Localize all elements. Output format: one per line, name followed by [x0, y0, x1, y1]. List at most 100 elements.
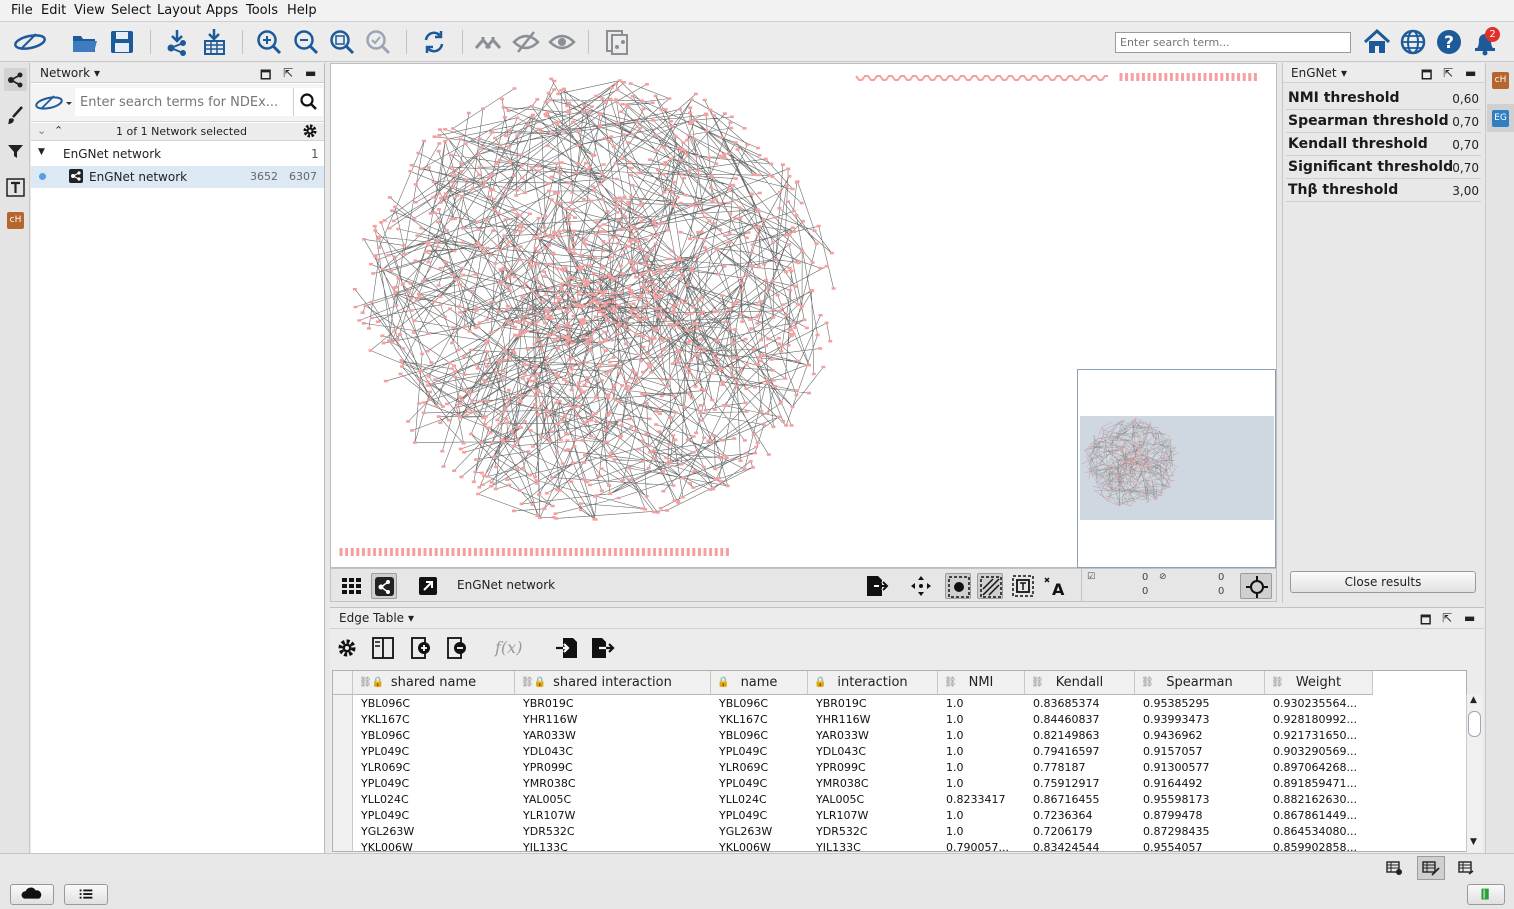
table-cell[interactable]: YPL049C: [361, 809, 410, 822]
table-cell[interactable]: YBR019C: [816, 697, 867, 710]
zoom-selected-icon[interactable]: [364, 28, 392, 56]
zoom-in-icon[interactable]: [255, 28, 283, 56]
help-icon[interactable]: ?: [1435, 28, 1463, 56]
table-cell[interactable]: 0.9157057: [1143, 745, 1203, 758]
task-list-button[interactable]: [64, 884, 108, 905]
table-cell[interactable]: 0.9164492: [1143, 777, 1203, 790]
search-input[interactable]: [1115, 32, 1351, 53]
minimize-icon[interactable]: ▬: [305, 66, 317, 80]
table-cell[interactable]: 1.0: [946, 729, 964, 742]
annotation-selection-icon[interactable]: [1010, 573, 1036, 599]
birds-eye-view[interactable]: [1077, 369, 1276, 568]
edge-selection-icon[interactable]: [977, 573, 1003, 599]
expand-all-icon[interactable]: ⌄: [37, 124, 47, 137]
table-cell[interactable]: YLL024C: [361, 793, 409, 806]
table-cell[interactable]: 0.83685374: [1033, 697, 1100, 710]
scroll-up-icon[interactable]: ▲: [1470, 695, 1477, 705]
menu-edit[interactable]: Edit: [41, 3, 67, 18]
table-cell[interactable]: 0.75912917: [1033, 777, 1100, 790]
table-cell[interactable]: YMR038C: [816, 777, 869, 790]
table-cell[interactable]: YDR532C: [523, 825, 575, 838]
menu-tools[interactable]: Tools: [246, 3, 279, 18]
maximize-icon[interactable]: 🗖: [1420, 613, 1432, 627]
table-cell[interactable]: 1.0: [946, 745, 964, 758]
collapse-all-icon[interactable]: ⌃: [54, 124, 64, 137]
open-session-icon[interactable]: [70, 28, 98, 56]
table-cell[interactable]: 1.0: [946, 697, 964, 710]
scroll-thumb[interactable]: [1468, 711, 1481, 737]
table-cell[interactable]: YDL043C: [816, 745, 866, 758]
pan-move-icon[interactable]: [908, 573, 934, 599]
detach-view-icon[interactable]: [415, 573, 441, 599]
table-cell[interactable]: YLR107W: [523, 809, 576, 822]
table-cell[interactable]: 0.930235564...: [1273, 697, 1357, 710]
export-table-icon[interactable]: [589, 635, 615, 661]
table-cell[interactable]: 0.928180992...: [1273, 713, 1357, 726]
table-cell[interactable]: 0.7236364: [1033, 809, 1093, 822]
home-icon[interactable]: [1363, 28, 1391, 56]
function-builder-button[interactable]: f(x): [495, 638, 523, 657]
table-cell[interactable]: 1.0: [946, 809, 964, 822]
network-tab-icon[interactable]: [4, 68, 27, 91]
grid-view-icon[interactable]: [339, 573, 365, 599]
table-cell[interactable]: YKL167C: [361, 713, 410, 726]
table-cell[interactable]: 0.86716455: [1033, 793, 1100, 806]
filter-icon[interactable]: [4, 140, 27, 163]
node-table-tab-icon[interactable]: [1385, 859, 1403, 877]
network-view-canvas[interactable]: [330, 63, 1277, 568]
table-cell[interactable]: 0.897064268...: [1273, 761, 1357, 774]
menu-file[interactable]: File: [11, 3, 33, 18]
table-cell[interactable]: YLL024C: [719, 793, 767, 806]
table-cell[interactable]: YPL049C: [361, 745, 410, 758]
collection-row[interactable]: ▼ EnGNet network 1: [31, 143, 324, 165]
column-header-kendall[interactable]: ⛓ Kendall: [1025, 671, 1135, 695]
table-cell[interactable]: 0.83424544: [1033, 841, 1100, 852]
table-cell[interactable]: YIL133C: [523, 841, 568, 852]
table-cell[interactable]: 0.891859471...: [1273, 777, 1357, 790]
chevron-down-icon[interactable]: ▾: [1341, 66, 1348, 80]
table-cell[interactable]: YKL167C: [719, 713, 768, 726]
minimize-icon[interactable]: ▬: [1465, 66, 1477, 80]
edge-table-tab-icon[interactable]: [1417, 856, 1445, 880]
menu-select[interactable]: Select: [111, 3, 152, 18]
table-cell[interactable]: YBL096C: [361, 729, 411, 742]
table-cell[interactable]: 0.7206179: [1033, 825, 1093, 838]
table-cell[interactable]: YLR069C: [719, 761, 769, 774]
hide-icon[interactable]: [512, 28, 540, 56]
minimize-icon[interactable]: ▬: [1464, 611, 1476, 625]
app-tab-ch-icon[interactable]: cH: [7, 212, 24, 229]
table-cell[interactable]: YDR532C: [816, 825, 868, 838]
table-cell[interactable]: 0.8799478: [1143, 809, 1203, 822]
network-view-icon[interactable]: [371, 573, 397, 599]
gear-icon[interactable]: [302, 123, 318, 139]
table-cell[interactable]: 0.859902858...: [1273, 841, 1357, 852]
app-tab-ch-icon[interactable]: cH: [1492, 72, 1509, 89]
add-column-icon[interactable]: [408, 635, 434, 661]
table-cell[interactable]: 0.84460837: [1033, 713, 1100, 726]
table-cell[interactable]: YPL049C: [361, 777, 410, 790]
show-all-icon[interactable]: [474, 28, 506, 56]
table-cell[interactable]: YPR099C: [523, 761, 573, 774]
refresh-icon[interactable]: [420, 28, 448, 56]
table-cell[interactable]: 0.95598173: [1143, 793, 1210, 806]
column-header-shared-name[interactable]: ⛓🔒 shared name: [353, 671, 515, 695]
pin-icon[interactable]: ⇱: [283, 66, 294, 80]
table-cell[interactable]: YIL133C: [816, 841, 861, 852]
menu-apps[interactable]: Apps: [206, 3, 239, 18]
edge-table-title[interactable]: Edge Table: [339, 611, 405, 625]
table-cell[interactable]: 0.9554057: [1143, 841, 1203, 852]
table-cell[interactable]: YBL096C: [719, 729, 769, 742]
table-cell[interactable]: YBR019C: [523, 697, 574, 710]
table-cell[interactable]: YPL049C: [719, 745, 768, 758]
table-cell[interactable]: 0.82149863: [1033, 729, 1100, 742]
close-results-button[interactable]: Close results: [1290, 571, 1476, 593]
column-visibility-icon[interactable]: [370, 635, 396, 661]
table-cell[interactable]: 1.0: [946, 761, 964, 774]
column-header-weight[interactable]: ⛓ Weight: [1265, 671, 1373, 695]
network-graph[interactable]: [331, 64, 1276, 567]
column-header-interaction[interactable]: 🔒 interaction: [808, 671, 938, 695]
show-icon[interactable]: [548, 28, 576, 56]
table-cell[interactable]: 0.87298435: [1143, 825, 1210, 838]
pin-icon[interactable]: ⇱: [1443, 66, 1454, 80]
import-network-icon[interactable]: [163, 28, 191, 56]
